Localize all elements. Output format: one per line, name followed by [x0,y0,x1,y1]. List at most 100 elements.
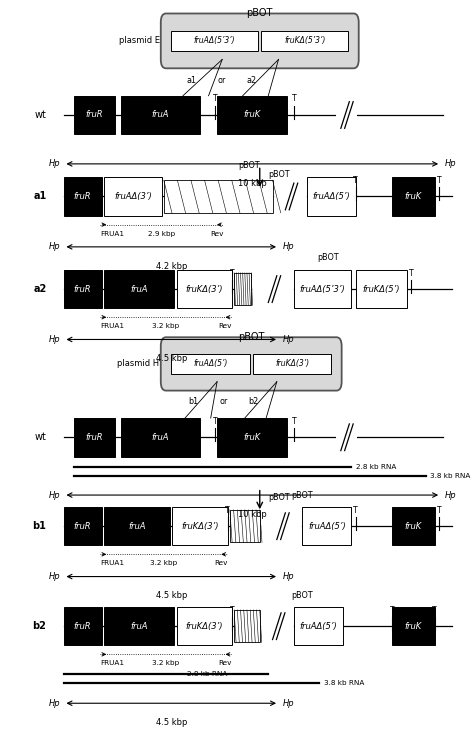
Bar [294,607,343,646]
Text: fruK: fruK [405,192,422,201]
Text: fruK: fruK [244,432,261,442]
Text: Rev: Rev [219,323,232,329]
Text: pBOT: pBOT [268,493,290,502]
Text: pBOT: pBOT [238,332,264,342]
Text: fruAΔ(5’): fruAΔ(5’) [312,192,350,201]
Text: FRUA1: FRUA1 [100,660,125,666]
Bar [234,610,260,643]
Text: Hp: Hp [48,699,60,708]
Text: Hp: Hp [48,160,60,169]
FancyBboxPatch shape [161,14,359,68]
Text: T: T [213,94,217,104]
Text: T: T [292,94,296,104]
Bar [74,96,115,135]
Text: fruR: fruR [86,110,103,119]
Text: Hp: Hp [48,572,60,581]
Text: b2: b2 [248,397,258,406]
Text: T: T [226,506,230,515]
Text: fruR: fruR [74,192,91,201]
Text: fruK: fruK [244,110,261,119]
Text: T: T [354,506,358,515]
Text: FRUA1: FRUA1 [100,323,125,329]
Text: a1: a1 [186,76,197,85]
Text: Hp: Hp [48,243,60,251]
Text: fruAΔ(5’): fruAΔ(5’) [300,621,337,631]
Bar [104,177,162,215]
Text: PFRU: PFRU [74,96,94,105]
Bar [217,418,287,457]
Text: pBOT: pBOT [317,253,339,262]
Text: fruKΔ(5’3’): fruKΔ(5’3’) [284,36,326,45]
Text: fruA: fruA [152,432,169,442]
Bar [171,354,249,373]
Bar [164,180,273,212]
Text: fruKΔ(3’): fruKΔ(3’) [185,621,223,631]
Text: plasmid H: plasmid H [118,359,159,368]
Text: pBOT: pBOT [268,171,290,179]
Text: pBOT: pBOT [246,8,273,18]
Bar [230,510,260,543]
Text: a2: a2 [33,284,46,294]
Text: fruR: fruR [86,432,103,442]
Text: PFRU: PFRU [64,271,83,280]
Bar [392,607,435,646]
Bar [392,507,435,545]
Text: wt: wt [35,432,46,442]
Text: Hp: Hp [445,160,456,169]
Text: T: T [213,417,217,426]
Text: or: or [219,397,228,406]
Text: fruAΔ(5’): fruAΔ(5’) [308,522,346,531]
Text: 3.8 kb RNA: 3.8 kb RNA [430,472,471,479]
Bar [104,270,174,308]
Text: 3.2 kbp: 3.2 kbp [150,560,177,566]
Text: FRUA1: FRUA1 [100,231,125,237]
Text: fruA: fruA [152,110,169,119]
Text: fruKΔ(3’): fruKΔ(3’) [185,284,223,293]
Bar [294,270,351,308]
Bar [176,607,232,646]
Bar [121,96,200,135]
Bar [356,270,407,308]
Text: 4.5 kbp: 4.5 kbp [155,591,187,600]
Bar [392,177,435,215]
Text: T: T [292,417,296,426]
Text: Hp: Hp [283,243,294,251]
Bar [234,273,251,305]
FancyBboxPatch shape [161,337,342,391]
Text: T: T [230,606,234,615]
Text: fruKΔ(5’): fruKΔ(5’) [363,284,400,293]
Bar [104,607,174,646]
Bar [176,270,232,308]
Text: b1: b1 [189,397,199,406]
Text: T: T [354,176,358,185]
Text: fruK: fruK [405,621,422,631]
Bar [302,507,351,545]
Text: Hp: Hp [445,491,456,500]
Text: 2.9 kbp: 2.9 kbp [148,231,175,237]
Text: fruA: fruA [130,621,148,631]
Text: fruKΔ(3’): fruKΔ(3’) [181,522,219,531]
Text: fruA: fruA [130,284,148,293]
Text: fruKΔ(3’): fruKΔ(3’) [275,359,309,368]
Bar [171,31,258,51]
Bar [121,418,200,457]
Text: T: T [409,268,413,277]
Text: wt: wt [35,110,46,120]
Text: T: T [437,506,441,515]
Text: 3.8 kb RNA: 3.8 kb RNA [324,680,364,686]
Bar [64,177,102,215]
Text: 2.8 kb RNA: 2.8 kb RNA [187,671,228,677]
Text: T: T [432,606,437,615]
Text: Rev: Rev [214,560,228,566]
Text: Rev: Rev [210,231,223,237]
Bar [74,418,115,457]
Bar [307,177,356,215]
Bar [64,507,102,545]
Bar [104,507,170,545]
Text: fruR: fruR [74,621,91,631]
Text: 10 kbp: 10 kbp [238,178,267,187]
Text: 4.5 kbp: 4.5 kbp [155,718,187,727]
Text: Hp: Hp [283,335,294,344]
Bar [217,96,287,135]
Text: or: or [217,76,226,85]
